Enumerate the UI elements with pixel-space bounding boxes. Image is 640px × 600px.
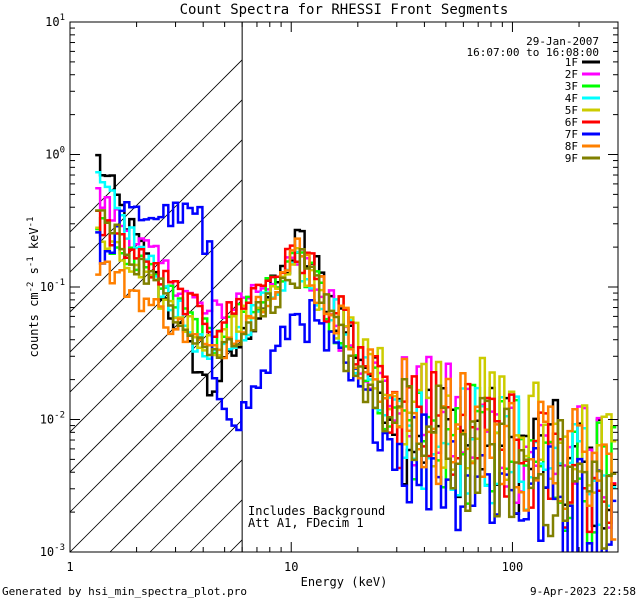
y-tick-label: 10-2 (40, 411, 65, 427)
y-tick-label: 10-3 (40, 543, 65, 559)
chart-title: Count Spectra for RHESSI Front Segments (180, 2, 509, 18)
x-tick-label: 1 (66, 560, 73, 574)
legend-label-8F: 8F (565, 140, 578, 153)
x-tick-label: 10 (284, 560, 298, 574)
hatch-line (70, 299, 243, 473)
legend-label-6F: 6F (565, 116, 578, 129)
hatch-line (70, 379, 243, 552)
annotation-attenuator: Att A1, FDecim 1 (248, 516, 364, 530)
legend-label-7F: 7F (565, 128, 578, 141)
y-tick-label: 100 (45, 146, 65, 162)
y-tick-label: 101 (45, 13, 65, 29)
date-label: 29-Jan-2007 (526, 35, 599, 48)
legend-label-2F: 2F (565, 68, 578, 81)
x-tick-label: 100 (502, 560, 524, 574)
legend-label-1F: 1F (565, 56, 578, 69)
legend-label-9F: 9F (565, 152, 578, 165)
series-group (95, 153, 617, 552)
footer-generated-by: Generated by hsi_min_spectra_plot.pro (2, 585, 247, 598)
x-axis: 1 10 100 (66, 22, 619, 574)
hatch-line (70, 99, 243, 273)
legend-label-5F: 5F (565, 104, 578, 117)
y-axis-label: counts cm-2 s-1 keV-1 (26, 217, 41, 358)
legend-label-4F: 4F (565, 92, 578, 105)
footer-timestamp: 9-Apr-2023 22:58 (530, 585, 636, 598)
hatch-line (70, 339, 243, 513)
y-axis: 101 100 10-1 10-2 10-3 (40, 13, 618, 559)
annotation-background: Includes Background (248, 504, 385, 518)
hatch-line (70, 219, 243, 393)
time-range-label: 16:07:00 to 16:08:00 (467, 46, 599, 59)
legend-label-3F: 3F (565, 80, 578, 93)
hatch-line (109, 419, 243, 552)
series-9F-line (95, 209, 617, 550)
x-axis-label: Energy (keV) (301, 575, 388, 589)
y-tick-label: 10-1 (40, 278, 65, 294)
hatch-line (70, 179, 243, 353)
